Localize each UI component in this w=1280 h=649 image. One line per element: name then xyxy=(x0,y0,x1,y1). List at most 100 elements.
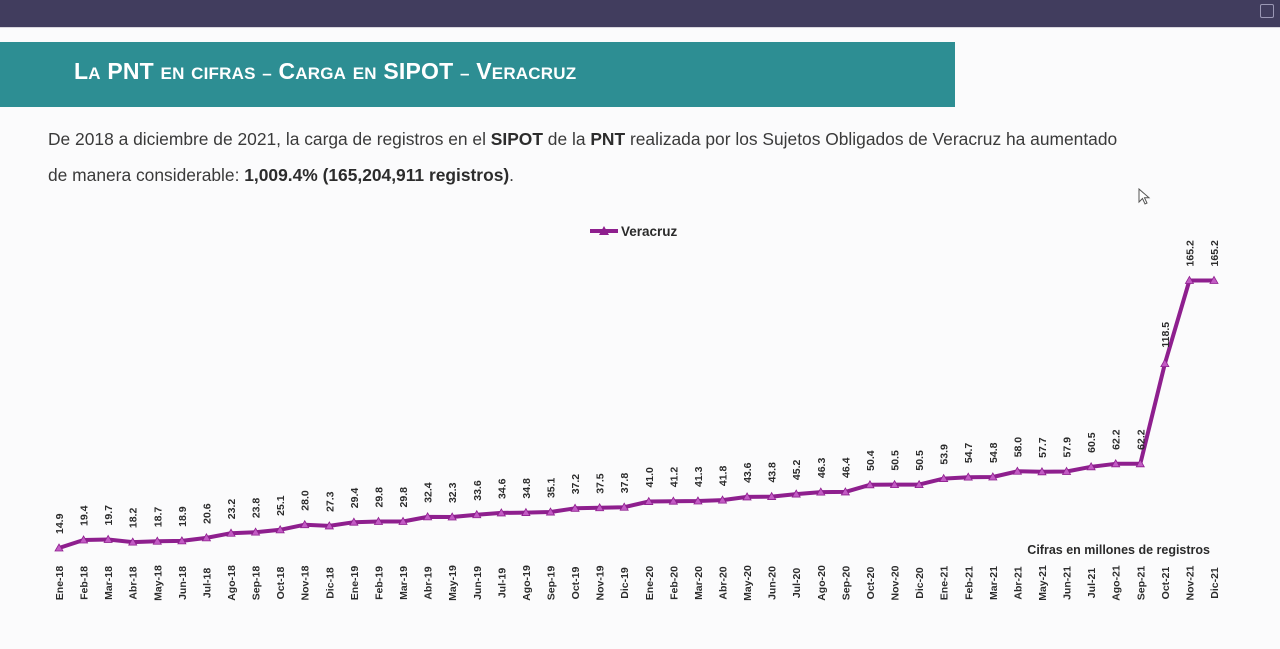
series-line-group xyxy=(58,278,1214,550)
data-point xyxy=(914,479,924,489)
data-point xyxy=(128,537,138,546)
summary-text-5: . xyxy=(509,165,514,185)
series-line xyxy=(58,278,1214,550)
data-point xyxy=(889,479,900,489)
window-titlebar xyxy=(0,0,1280,27)
x-tick-label: Dic-21 xyxy=(1209,567,1221,599)
data-point xyxy=(103,534,113,543)
x-tick-label: Feb-19 xyxy=(373,566,385,600)
data-point xyxy=(78,535,89,544)
data-point xyxy=(865,480,875,489)
title-segment: V xyxy=(476,58,492,84)
data-point xyxy=(963,472,973,481)
data-point xyxy=(177,536,187,545)
data-point xyxy=(422,512,433,521)
data-point xyxy=(324,521,335,530)
x-tick-label: Dic-19 xyxy=(619,567,631,599)
window-restore-icon[interactable] xyxy=(1260,4,1274,18)
data-label: 41.8 xyxy=(718,466,730,487)
data-point xyxy=(1160,358,1170,367)
data-label: 23.2 xyxy=(226,499,238,520)
x-tick-label: Ago-18 xyxy=(226,565,238,601)
x-tick-label: Ene-19 xyxy=(349,566,361,601)
data-point xyxy=(693,496,703,505)
data-label: 33.6 xyxy=(472,480,484,501)
title-segment: a xyxy=(88,64,101,83)
x-tick-label: Oct-20 xyxy=(865,567,877,600)
x-tick-label: Nov-21 xyxy=(1184,565,1196,600)
summary-text-3: realizada por los Sujetos Obligados de V… xyxy=(625,129,1118,149)
x-tick-label: Nov-20 xyxy=(890,565,902,600)
data-point xyxy=(644,496,654,505)
x-tick-label: Mar-18 xyxy=(103,566,115,600)
data-label: 29.8 xyxy=(398,487,410,508)
title-segment: C xyxy=(278,58,296,84)
data-point xyxy=(1111,458,1121,468)
series-markers xyxy=(54,275,1219,552)
data-label: 32.3 xyxy=(447,482,459,503)
x-tick-label: Dic-18 xyxy=(324,567,336,599)
summary-text-2: de la xyxy=(542,129,591,149)
data-label: 20.6 xyxy=(201,503,213,524)
x-tick-label: May-19 xyxy=(447,565,459,601)
data-label: 14.9 xyxy=(54,513,66,534)
data-label: 46.4 xyxy=(840,457,852,478)
legend-label: Veracruz xyxy=(621,224,678,239)
data-label: 50.4 xyxy=(865,450,877,471)
data-label: 43.8 xyxy=(767,462,779,483)
data-label: 41.2 xyxy=(668,467,680,488)
data-point xyxy=(1209,275,1219,284)
title-segment: – xyxy=(459,64,470,83)
data-point xyxy=(152,536,162,545)
data-label: 32.4 xyxy=(423,482,435,503)
title-segment: en xyxy=(160,64,185,83)
data-label: 54.7 xyxy=(963,443,975,464)
x-tick-label: Feb-18 xyxy=(79,566,91,600)
data-label: 45.2 xyxy=(791,459,803,480)
data-point xyxy=(1061,466,1072,475)
data-point xyxy=(496,508,507,517)
data-point xyxy=(816,487,826,496)
data-label: 18.9 xyxy=(177,506,189,527)
title-segment: en xyxy=(352,64,377,83)
x-tick-label: Feb-21 xyxy=(963,566,975,600)
data-label: 41.0 xyxy=(644,467,656,488)
data-label: 58.0 xyxy=(1012,437,1024,458)
data-point xyxy=(300,519,310,529)
x-tick-label: Mar-21 xyxy=(988,566,1000,600)
data-point xyxy=(349,517,359,526)
data-point xyxy=(840,487,851,496)
data-point xyxy=(766,491,777,500)
x-axis-tick-labels: Ene-18 Feb-18 Mar-18 Abr-18 May-18 Jun-18 Jul-… xyxy=(54,565,1221,601)
summary-bold-sipot: SIPOT xyxy=(490,129,543,149)
data-label: 54.8 xyxy=(988,442,1000,463)
data-label: 41.3 xyxy=(693,466,705,487)
data-label: 62.2 xyxy=(1135,429,1147,450)
data-label: 46.3 xyxy=(816,458,828,479)
x-tick-label: Ene-21 xyxy=(939,566,951,601)
x-tick-label: Ene-18 xyxy=(54,566,66,601)
data-point xyxy=(447,512,457,521)
x-tick-label: Feb-20 xyxy=(668,566,680,600)
x-tick-label: Mar-19 xyxy=(398,566,410,600)
x-tick-label: Jul-20 xyxy=(791,568,803,599)
title-segment: – xyxy=(262,64,272,83)
x-tick-label: Ago-19 xyxy=(521,565,533,601)
data-point xyxy=(201,533,212,542)
x-tick-label: Jul-18 xyxy=(201,568,213,599)
data-label: 57.9 xyxy=(1062,437,1074,458)
x-tick-label: Jun-19 xyxy=(472,566,484,600)
data-point xyxy=(521,507,531,516)
x-tick-label: May-20 xyxy=(742,565,754,601)
data-point xyxy=(742,492,752,501)
data-label: 62.2 xyxy=(1111,429,1123,450)
data-point xyxy=(668,496,679,505)
title-segment: eracruz xyxy=(491,64,577,83)
data-label: 19.4 xyxy=(79,505,91,526)
data-point xyxy=(373,516,384,525)
data-point xyxy=(1086,462,1096,471)
slide-title-text: La PNT en cifras – Carga en SIPOT – Vera… xyxy=(74,58,576,84)
chart-legend: Veracruz xyxy=(590,224,678,239)
mouse-cursor-icon xyxy=(1138,188,1151,205)
data-point xyxy=(594,502,605,512)
